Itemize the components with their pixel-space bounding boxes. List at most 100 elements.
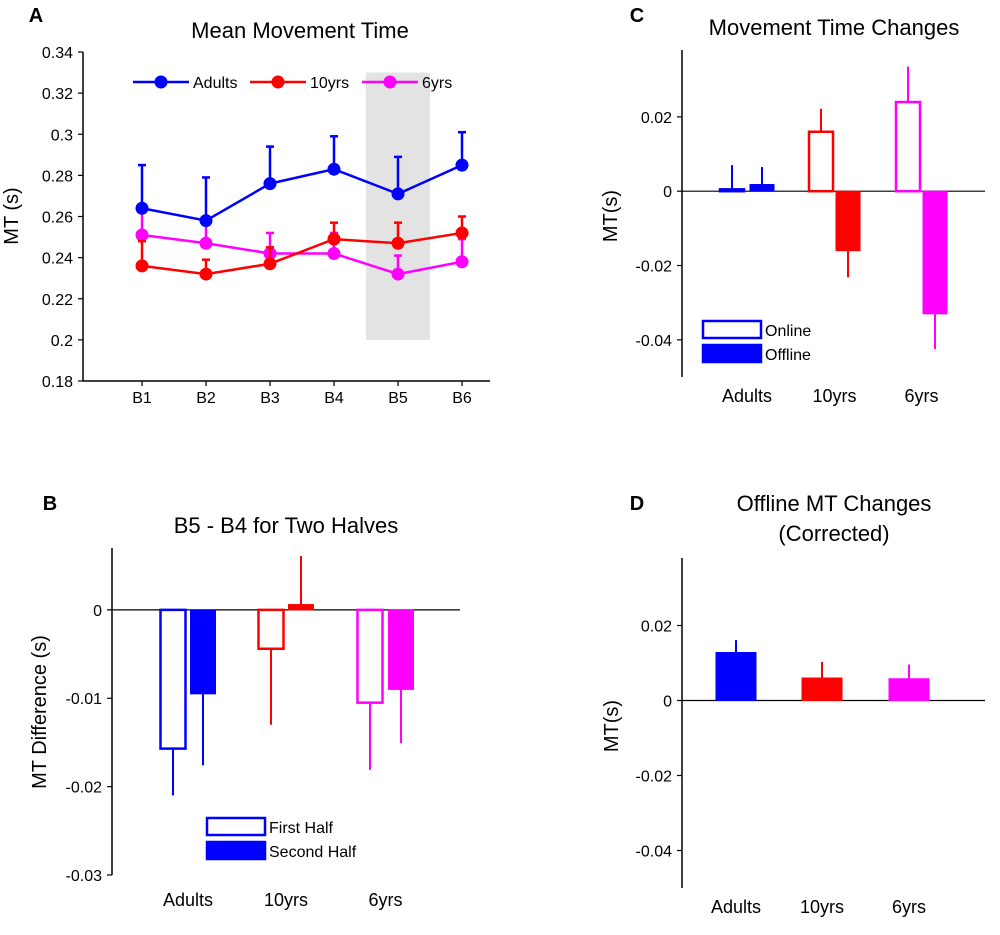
bar-open — [718, 188, 746, 193]
legend-label: 10yrs — [310, 75, 349, 92]
data-point — [455, 226, 469, 240]
x-tick-label: 6yrs — [892, 897, 926, 917]
x-tick-label: 10yrs — [264, 890, 308, 910]
bar-solid — [835, 190, 861, 252]
data-point — [135, 228, 149, 242]
legend-label: Second Half — [269, 844, 357, 861]
legend-marker — [383, 75, 397, 89]
chart-title: Offline MT Changes — [737, 491, 932, 516]
x-tick-label: 10yrs — [800, 897, 844, 917]
panel-a-mean-movement-time: A Mean Movement Time MT (s) 0.18 0.2 0.22 0.24… — [1, 5, 490, 407]
panel-letter: A — [29, 5, 43, 27]
chart-title: B5 - B4 for Two Halves — [174, 513, 399, 538]
data-point — [263, 177, 277, 191]
x-tick-label: Adults — [711, 897, 761, 917]
legend-swatch-open — [205, 816, 267, 837]
x-tick-label: Adults — [163, 890, 213, 910]
y-tick-label: -0.02 — [66, 780, 103, 797]
chart-title: Movement Time Changes — [709, 15, 960, 40]
y-tick-label: 0.2 — [51, 333, 73, 350]
data-point — [327, 162, 341, 176]
panel-letter: B — [43, 493, 57, 515]
data-point — [455, 255, 469, 269]
y-axis-label: MT(s) — [600, 190, 622, 242]
y-tick-label: -0.03 — [66, 868, 103, 885]
x-tick-label: Adults — [722, 386, 772, 406]
legend-label: Online — [765, 323, 811, 340]
bar-open — [257, 608, 285, 651]
bar-solid — [190, 609, 216, 695]
bar-open — [356, 608, 384, 704]
bar-solid — [715, 652, 757, 701]
chart-subtitle: (Corrected) — [778, 521, 889, 546]
legend-label: First Half — [269, 820, 334, 837]
data-point — [391, 187, 405, 201]
y-tick-label: -0.04 — [636, 844, 673, 861]
bar-solid — [288, 604, 314, 611]
panel-letter: C — [630, 5, 644, 27]
data-point — [327, 247, 341, 261]
data-point — [199, 267, 213, 281]
legend-marker — [271, 75, 285, 89]
y-tick-label: 0.3 — [51, 127, 73, 144]
x-tick-label: B2 — [196, 390, 216, 407]
data-point — [135, 259, 149, 273]
bar-solid — [888, 678, 930, 701]
y-tick-label: -0.02 — [636, 259, 673, 276]
legend-label: Adults — [193, 75, 237, 92]
x-tick-label: B3 — [260, 390, 280, 407]
series-line — [141, 233, 463, 276]
x-tick-label: B5 — [388, 390, 408, 407]
series-line — [141, 163, 463, 222]
bar-solid — [922, 190, 948, 315]
legend-swatch-open — [701, 319, 763, 340]
y-tick-label: 0.34 — [42, 45, 73, 62]
x-tick-label: 6yrs — [904, 386, 938, 406]
data-point — [391, 267, 405, 281]
legend-label: 6yrs — [422, 75, 452, 92]
x-tick-label: B4 — [324, 390, 344, 407]
shaded-block-region — [366, 72, 430, 340]
y-tick-label: 0 — [93, 603, 102, 620]
data-point — [199, 236, 213, 250]
y-axis-label: MT Difference (s) — [29, 635, 51, 789]
y-tick-label: 0 — [663, 184, 672, 201]
bar-solid — [801, 677, 843, 701]
data-point — [391, 236, 405, 250]
y-tick-label: 0.22 — [42, 292, 73, 309]
x-tick-label: B1 — [132, 390, 152, 407]
data-point — [455, 158, 469, 172]
x-tick-label: 6yrs — [368, 890, 402, 910]
y-axis-label: MT(s) — [601, 700, 623, 752]
y-tick-label: 0.28 — [42, 168, 73, 185]
y-tick-label: 0.24 — [42, 251, 73, 268]
y-tick-label: 0 — [663, 694, 672, 711]
bar-solid — [749, 184, 775, 192]
x-tick-label: 10yrs — [812, 386, 856, 406]
panel-c-movement-time-changes: C Movement Time Changes MT(s) -0.04 -0.02 0 0.… — [600, 5, 985, 406]
data-point — [327, 232, 341, 246]
y-tick-label: 0.02 — [641, 110, 672, 127]
y-axis-label: MT (s) — [1, 187, 23, 244]
y-tick-label: -0.01 — [66, 691, 103, 708]
bar-open — [807, 130, 835, 193]
legend-label: Offline — [765, 347, 811, 364]
x-tick-label: B6 — [452, 390, 472, 407]
data-point — [263, 257, 277, 271]
data-point — [135, 201, 149, 215]
y-tick-label: 0.18 — [42, 374, 73, 391]
y-tick-label: -0.04 — [636, 333, 673, 350]
legend-swatch-solid — [701, 343, 763, 364]
chart-title: Mean Movement Time — [191, 18, 409, 43]
panel-d-offline-corrected: D Offline MT Changes (Corrected) MT(s) -0.04… — [601, 491, 985, 917]
data-point — [199, 214, 213, 228]
bar-open — [159, 608, 187, 750]
panel-letter: D — [630, 493, 644, 515]
y-tick-label: -0.02 — [636, 769, 673, 786]
bar-open — [894, 100, 922, 193]
y-tick-label: 0.32 — [42, 86, 73, 103]
series-line — [141, 231, 463, 276]
legend-marker — [154, 75, 168, 89]
legend-swatch-solid — [205, 840, 267, 861]
